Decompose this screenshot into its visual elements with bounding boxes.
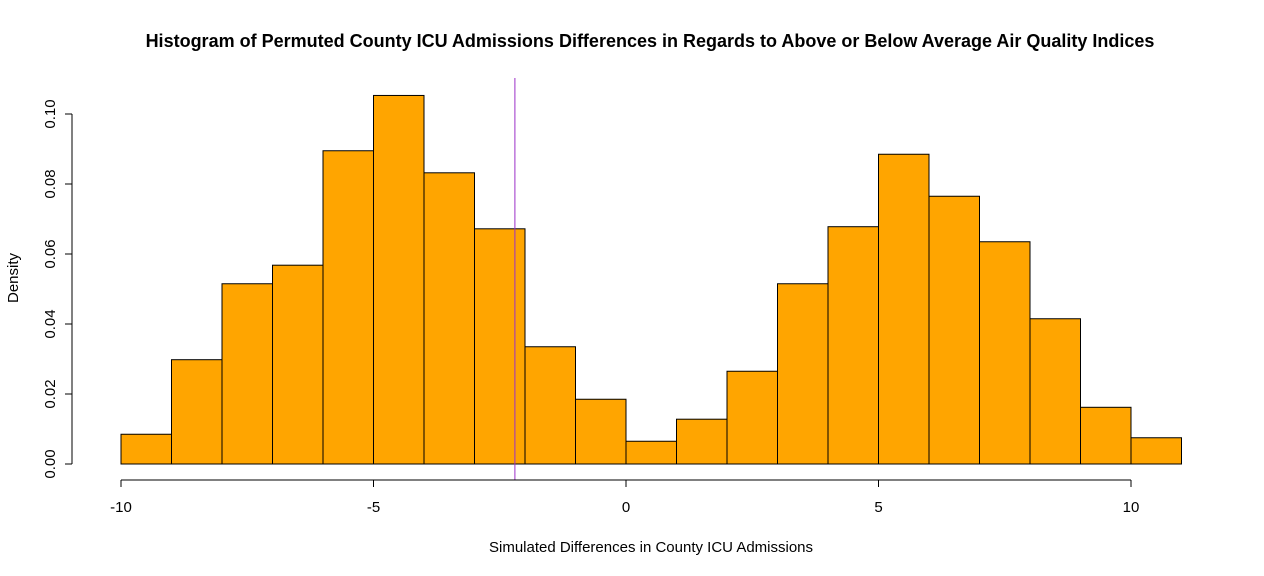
- x-tick-label: 5: [874, 499, 882, 516]
- histogram-bar: [827, 226, 879, 465]
- y-tick-label: 0.00: [42, 449, 59, 478]
- histogram-bar: [524, 346, 576, 465]
- x-tick-label: 0: [622, 499, 630, 516]
- histogram-bar: [322, 150, 374, 465]
- histogram-bar: [575, 398, 627, 465]
- x-axis: -10 -5 0 5 10: [110, 479, 1140, 516]
- histogram-bar: [171, 359, 223, 465]
- y-tick-label: 0.02: [42, 379, 59, 408]
- histogram-bar: [120, 433, 172, 465]
- x-axis-label: Simulated Differences in County ICU Admi…: [489, 539, 813, 556]
- x-tick-label: -5: [367, 499, 380, 516]
- x-tick-label: 10: [1123, 499, 1140, 516]
- chart-title: Histogram of Permuted County ICU Admissi…: [146, 31, 1155, 51]
- bars-group: [120, 94, 1182, 465]
- x-tick-label: -10: [110, 499, 132, 516]
- y-tick-label: 0.06: [42, 239, 59, 268]
- y-tick-label: 0.08: [42, 169, 59, 198]
- histogram-bar: [423, 172, 475, 465]
- histogram-bar: [474, 228, 526, 465]
- histogram-bar: [1130, 437, 1182, 465]
- histogram-bar: [777, 283, 829, 465]
- histogram-bar: [625, 440, 677, 465]
- y-axis: 0.00 0.02 0.04 0.06 0.08 0.10: [42, 99, 73, 479]
- y-tick-label: 0.04: [42, 309, 59, 338]
- y-axis-label: Density: [5, 252, 22, 303]
- histogram-bar: [272, 264, 324, 465]
- histogram-bar: [676, 418, 728, 465]
- histogram-bar: [373, 94, 425, 465]
- histogram-bar: [1080, 406, 1132, 465]
- histogram-bar: [221, 283, 273, 465]
- histogram-bar: [979, 241, 1031, 465]
- histogram-bar: [1029, 318, 1081, 465]
- y-tick-label: 0.10: [42, 99, 59, 128]
- histogram-bar: [878, 153, 930, 465]
- histogram-bar: [726, 370, 778, 465]
- histogram-bar: [928, 195, 980, 465]
